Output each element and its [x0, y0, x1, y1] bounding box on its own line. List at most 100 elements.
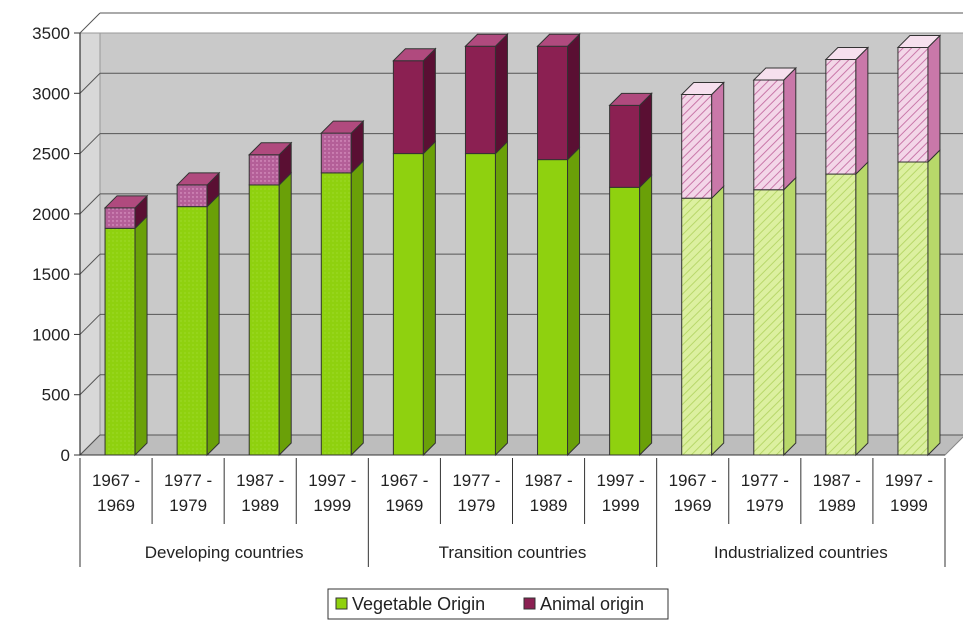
bar-animal-origin	[825, 59, 857, 175]
bar-animal-origin	[753, 79, 785, 191]
bar-vegetable-origin	[825, 173, 857, 456]
x-tick-label: 1967 -1969	[92, 471, 140, 515]
bar-stack	[464, 33, 509, 457]
gridline-side	[79, 434, 101, 456]
bar-stack	[680, 81, 725, 457]
bar-animal-origin	[320, 132, 352, 174]
bar-animal-origin	[248, 154, 280, 186]
x-tick-label: 1977 -1979	[741, 471, 789, 515]
bar-stack	[752, 66, 797, 457]
bar-vegetable-side	[134, 215, 148, 457]
bar-animal-origin	[537, 45, 569, 161]
bar-vegetable-origin	[681, 197, 713, 456]
y-tick-label: 2500	[32, 145, 70, 164]
bar-vegetable-origin	[897, 161, 929, 456]
gridline-side	[79, 374, 101, 396]
y-tick-label: 500	[42, 386, 70, 405]
bar-animal-side	[783, 66, 797, 191]
bar-top	[103, 195, 149, 209]
x-tick-label: 1987 -1989	[813, 471, 861, 515]
bar-animal-side	[639, 92, 653, 189]
gridline-side	[79, 72, 101, 94]
legend-box	[327, 588, 669, 620]
group-label: Developing countries	[145, 543, 304, 562]
legend-swatch-vegetable	[335, 597, 348, 610]
bar-vegetable-origin	[176, 206, 208, 456]
x-tick-label: 1997 -1999	[597, 471, 645, 515]
y-tick-label: 1000	[32, 325, 70, 344]
bar-animal-origin	[681, 93, 713, 199]
bar-vegetable-side	[855, 160, 869, 457]
bar-animal-origin	[176, 184, 208, 208]
bar-animal-origin	[104, 207, 136, 229]
bar-vegetable-side	[494, 140, 508, 457]
bar-animal-side	[927, 34, 941, 164]
y-tick-label: 3000	[32, 84, 70, 103]
group-label: Transition countries	[439, 543, 587, 562]
gridline-side	[79, 314, 101, 335]
legend-swatch-animal	[523, 597, 536, 610]
legend-label-animal: Animal origin	[540, 594, 644, 614]
bar-vegetable-side	[783, 176, 797, 457]
bar-vegetable-origin	[609, 186, 641, 456]
legend-label-vegetable: Vegetable Origin	[352, 594, 485, 614]
bar-vegetable-origin	[320, 172, 352, 456]
bar-animal-side	[422, 47, 436, 155]
bar-stack	[103, 194, 149, 457]
bar-vegetable-side	[711, 184, 725, 457]
gridline-side	[79, 253, 101, 275]
bar-vegetable-origin	[464, 153, 496, 456]
bar-animal-origin	[464, 45, 496, 155]
bar-vegetable-origin	[104, 227, 136, 456]
bar-top	[680, 81, 725, 95]
bar-animal-side	[711, 81, 725, 200]
bar-stack	[608, 92, 653, 457]
bar-vegetable-side	[639, 174, 653, 457]
x-tick-label: 1967 -1969	[380, 471, 428, 515]
bar-top	[536, 33, 581, 47]
bar-stack	[175, 171, 221, 457]
gridline-side	[79, 193, 101, 215]
y-tick-label: 1500	[32, 265, 70, 284]
y-tick-label: 0	[61, 446, 70, 465]
bar-top	[320, 120, 365, 134]
bar-top	[175, 172, 221, 186]
bar-top	[896, 34, 942, 48]
bar-top	[824, 47, 870, 61]
bar-vegetable-side	[422, 140, 436, 457]
bar-stack	[248, 141, 293, 457]
x-tick-label: 1967 -1969	[669, 471, 717, 515]
bar-vegetable-origin	[753, 189, 785, 456]
bar-vegetable-side	[927, 148, 941, 457]
bar-vegetable-side	[206, 193, 220, 457]
bar-top	[464, 33, 509, 47]
bar-vegetable-origin	[248, 184, 280, 456]
bar-animal-side	[855, 46, 869, 176]
bar-stack	[896, 34, 942, 457]
bar-animal-side	[494, 33, 508, 155]
bar-stack	[320, 119, 365, 457]
bar-stack	[536, 33, 581, 457]
x-tick-label: 1987 -1989	[236, 471, 284, 515]
x-tick-label: 1987 -1989	[524, 471, 572, 515]
bar-animal-origin	[392, 60, 424, 155]
bar-animal-origin	[897, 46, 929, 163]
bar-top	[608, 92, 653, 106]
y-tick-label: 3500	[32, 24, 70, 43]
x-tick-label: 1997 -1999	[308, 471, 356, 515]
bar-stack	[824, 46, 870, 457]
gridline-side	[79, 133, 101, 154]
group-label: Industrialized countries	[714, 543, 888, 562]
x-tick-label: 1977 -1979	[452, 471, 500, 515]
bar-top	[248, 142, 293, 156]
x-tick-label: 1977 -1979	[164, 471, 212, 515]
bar-top	[752, 67, 797, 81]
bar-vegetable-side	[567, 146, 581, 457]
bar-stack	[392, 47, 437, 457]
bar-vegetable-origin	[392, 153, 424, 456]
x-tick-label: 1997 -1999	[885, 471, 933, 515]
y-tick-label: 2000	[32, 205, 70, 224]
bar-vegetable-side	[278, 171, 292, 457]
